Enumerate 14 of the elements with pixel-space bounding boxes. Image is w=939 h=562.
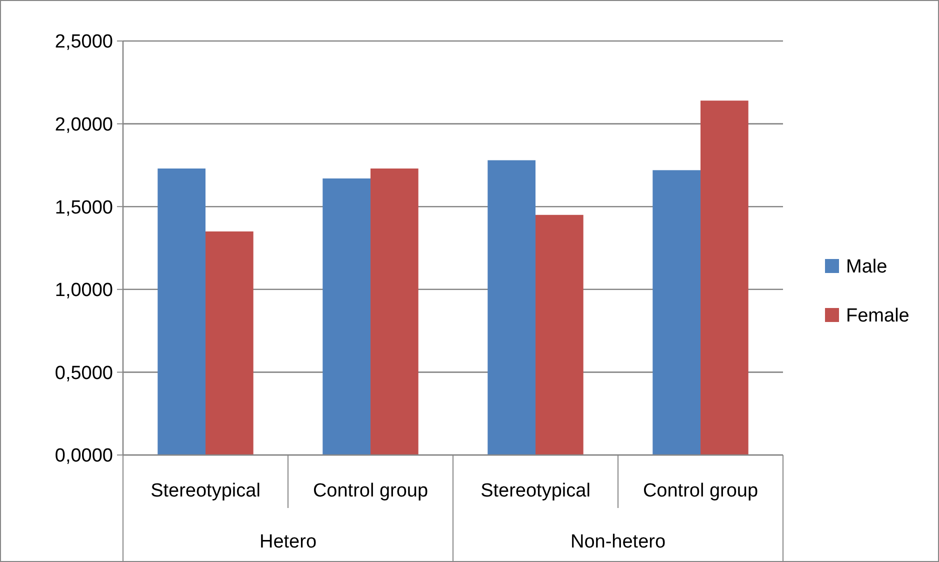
y-tick-label: 0,5000: [54, 362, 113, 384]
x-tick-label: Stereotypical: [480, 480, 590, 502]
y-tick-label: 1,5000: [54, 197, 113, 218]
x-tick-label: Control group: [642, 480, 758, 502]
x-tick-label: Stereotypical: [150, 480, 260, 502]
y-tick-label: 2,0000: [54, 114, 113, 136]
x-tick-label: Control group: [312, 480, 428, 502]
text: Hetero: [259, 532, 317, 553]
y-tick-label: 2,5000: [54, 32, 113, 53]
text: Non-hetero: [570, 532, 666, 553]
legend-label: Female: [846, 306, 910, 327]
legend-label: Male: [846, 256, 888, 278]
y-tick-label: 1,0000: [54, 280, 113, 302]
y-tick-label: 0,0000: [54, 446, 113, 467]
